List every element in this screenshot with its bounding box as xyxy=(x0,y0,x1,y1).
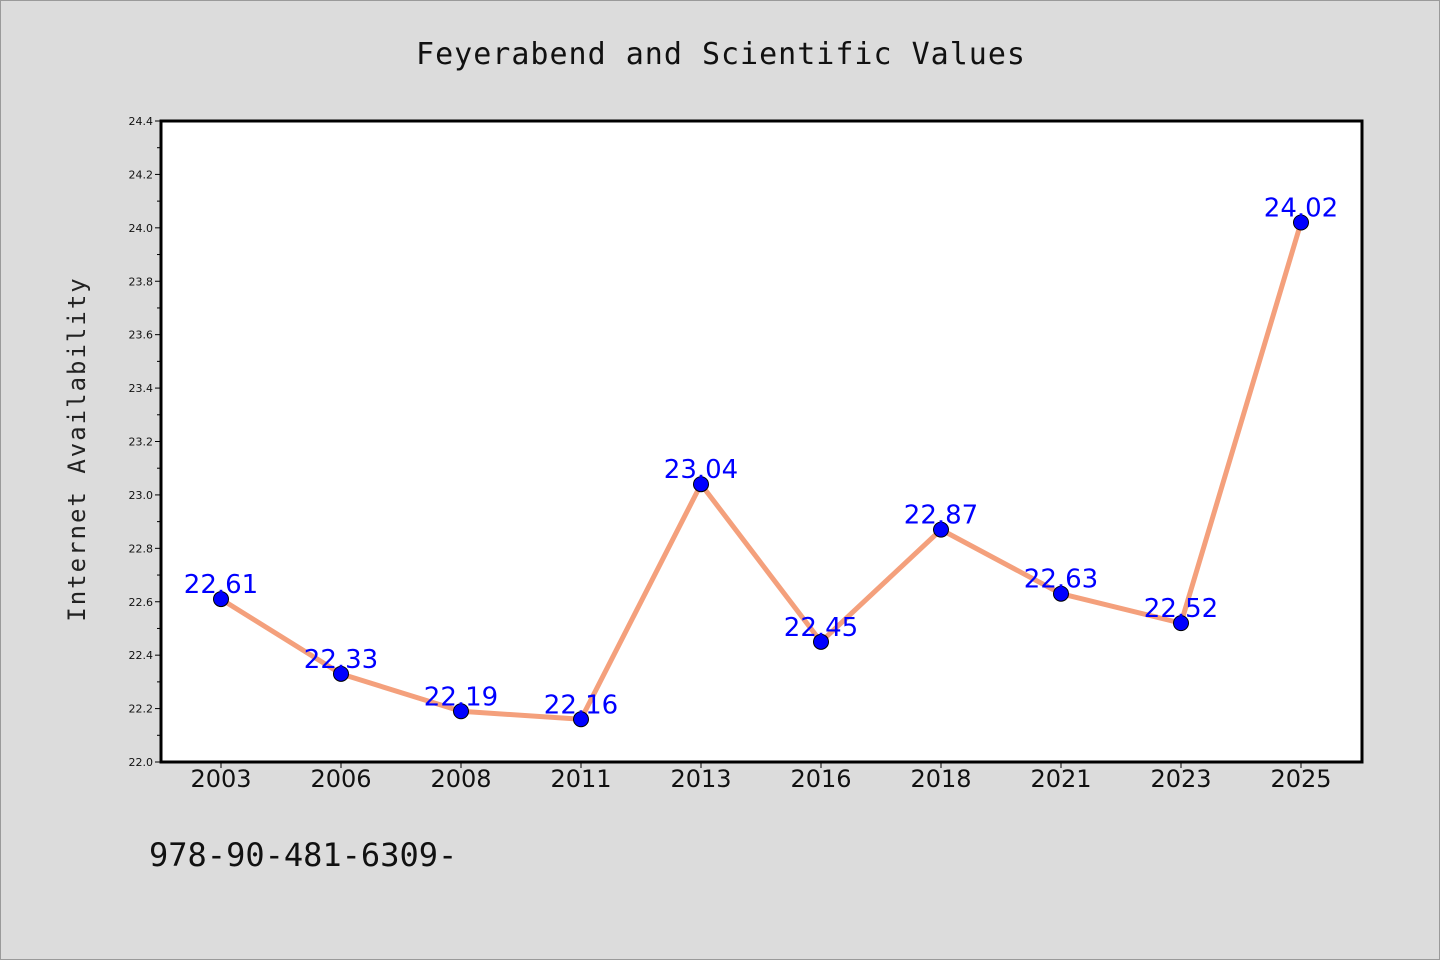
plot-area xyxy=(159,119,1364,764)
chart-title: Feyerabend and Scientific Values xyxy=(416,37,1026,72)
y-axis: 22.0 22.2 22.4 22.6 22.8 23.0 23.2 23.4 23.6 23.8… xyxy=(129,115,161,769)
x-tick-label: 2023 xyxy=(1150,765,1211,793)
data-point xyxy=(213,591,229,608)
y-tick-label: 22.4 xyxy=(129,649,154,662)
data-point xyxy=(333,665,349,682)
y-tick-label: 24.2 xyxy=(129,168,154,181)
data-label: 24.02 xyxy=(1264,193,1338,223)
data-label: 22.61 xyxy=(184,570,258,600)
data-label: 22.19 xyxy=(424,682,498,712)
data-point xyxy=(453,703,469,720)
data-labels: 22.61 22.33 22.19 22.16 23.04 22.45 22.87 22.63… xyxy=(184,193,1338,720)
data-point xyxy=(573,711,589,728)
x-axis: 2003 2006 2008 2011 2013 2016 2018 2021 2023 2025 xyxy=(190,762,1332,793)
y-tick-label: 23.4 xyxy=(129,382,154,395)
y-tick-label: 22.8 xyxy=(129,542,154,555)
x-tick-label: 2011 xyxy=(550,765,611,793)
series-line xyxy=(213,214,1309,728)
series-polyline xyxy=(218,219,1304,722)
y-tick-label: 24.0 xyxy=(129,222,154,235)
x-tick-label: 2003 xyxy=(190,765,251,793)
y-tick-label: 24.4 xyxy=(129,115,154,128)
data-point xyxy=(693,476,709,493)
data-label: 22.33 xyxy=(304,645,378,675)
data-label: 22.52 xyxy=(1144,594,1218,624)
x-tick-label: 2013 xyxy=(670,765,731,793)
data-point xyxy=(1173,615,1189,632)
y-axis-label: Internet Availability xyxy=(63,276,91,621)
y-tick-label: 22.6 xyxy=(129,596,154,609)
data-label: 22.63 xyxy=(1024,565,1098,595)
data-label: 22.45 xyxy=(784,613,858,643)
x-tick-label: 2008 xyxy=(430,765,491,793)
data-point xyxy=(1293,214,1309,231)
x-tick-label: 2018 xyxy=(910,765,971,793)
y-tick-label: 22.0 xyxy=(129,756,154,769)
y-tick-label: 22.2 xyxy=(129,703,154,716)
y-tick-label: 23.6 xyxy=(129,329,154,342)
footer-isbn: 978-90-481-6309- xyxy=(149,836,457,874)
data-label: 22.16 xyxy=(544,690,618,720)
x-tick-label: 2025 xyxy=(1270,765,1331,793)
data-point xyxy=(933,521,949,538)
data-label: 22.87 xyxy=(904,501,978,531)
y-tick-label: 23.2 xyxy=(129,436,154,449)
x-tick-label: 2016 xyxy=(790,765,851,793)
y-tick-label: 23.0 xyxy=(129,489,154,502)
data-label: 23.04 xyxy=(664,455,738,485)
x-tick-label: 2021 xyxy=(1030,765,1091,793)
data-point xyxy=(1053,585,1069,602)
data-point xyxy=(813,633,829,650)
y-tick-label: 23.8 xyxy=(129,275,154,288)
x-tick-label: 2006 xyxy=(310,765,371,793)
